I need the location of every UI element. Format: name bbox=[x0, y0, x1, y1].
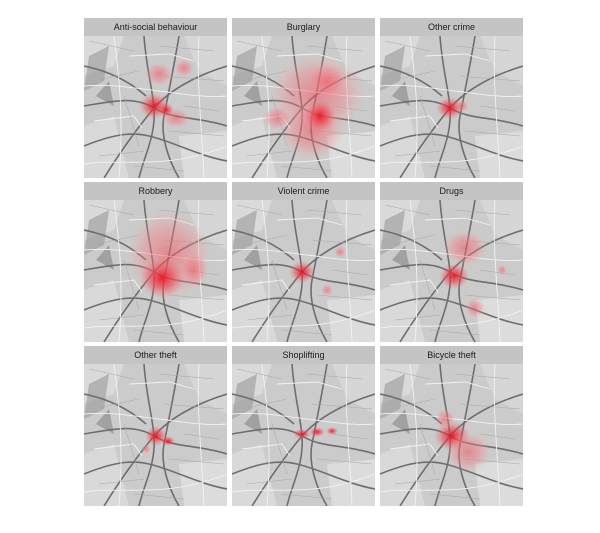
map bbox=[380, 364, 523, 506]
map bbox=[84, 36, 227, 178]
density-hotspot bbox=[455, 100, 469, 112]
facet-panel: Drugs bbox=[380, 182, 523, 342]
density-hotspot bbox=[497, 265, 507, 275]
facet-strip bbox=[84, 182, 227, 200]
facet-strip bbox=[84, 346, 227, 364]
density-hotspot bbox=[307, 63, 347, 99]
density-hotspot bbox=[263, 106, 291, 130]
density-hotspot bbox=[446, 432, 490, 472]
map bbox=[84, 364, 227, 506]
facet-strip bbox=[232, 18, 375, 36]
facet-strip bbox=[232, 182, 375, 200]
density-hotspot bbox=[289, 261, 315, 283]
density-hotspot bbox=[321, 284, 333, 296]
facet-title: Violent crime bbox=[278, 186, 330, 196]
density-hotspot bbox=[443, 230, 487, 266]
map bbox=[84, 200, 227, 342]
density-hotspot bbox=[326, 427, 338, 435]
facet-title: Bicycle theft bbox=[427, 350, 476, 360]
density-hotspot bbox=[174, 59, 194, 77]
facet-title: Drugs bbox=[439, 186, 464, 196]
density-hotspot bbox=[439, 263, 469, 289]
density-hotspot bbox=[158, 103, 174, 117]
map bbox=[232, 364, 375, 506]
density-hotspot bbox=[435, 409, 455, 429]
density-hotspot bbox=[304, 100, 336, 132]
facet-panel: Violent crime bbox=[232, 182, 375, 342]
map bbox=[232, 200, 375, 342]
facet-panel: Burglary bbox=[232, 18, 375, 178]
facet-strip bbox=[84, 18, 227, 36]
facet-title: Robbery bbox=[138, 186, 173, 196]
facet-title: Other crime bbox=[428, 22, 475, 32]
facet-panel: Shoplifting bbox=[232, 346, 375, 506]
facet-title: Anti-social behaviour bbox=[114, 22, 198, 32]
facet-strip bbox=[380, 346, 523, 364]
density-hotspot bbox=[161, 436, 175, 446]
density-hotspot bbox=[465, 298, 485, 318]
density-hotspot bbox=[180, 252, 208, 288]
facet-panel: Other crime bbox=[380, 18, 523, 178]
facet-strip bbox=[380, 18, 523, 36]
facet-title: Other theft bbox=[134, 350, 177, 360]
facet-strip bbox=[380, 182, 523, 200]
facet-title: Shoplifting bbox=[282, 350, 324, 360]
map bbox=[380, 36, 523, 178]
density-hotspot bbox=[309, 427, 325, 437]
facet-panel: Robbery bbox=[84, 182, 227, 342]
density-hotspot bbox=[293, 429, 311, 439]
facet-panel: Anti-social behaviour bbox=[84, 18, 227, 178]
density-hotspot bbox=[141, 444, 151, 454]
facet-panel: Bicycle theft bbox=[380, 346, 523, 506]
map bbox=[232, 36, 375, 178]
facet-strip bbox=[232, 346, 375, 364]
facet-panel: Other theft bbox=[84, 346, 227, 506]
density-hotspot bbox=[140, 258, 184, 298]
density-hotspot bbox=[145, 62, 173, 86]
panels: Anti-social behaviour Burglary Other crime… bbox=[84, 18, 523, 506]
facet-title: Burglary bbox=[287, 22, 321, 32]
density-hotspot bbox=[334, 246, 346, 258]
map bbox=[380, 200, 523, 342]
